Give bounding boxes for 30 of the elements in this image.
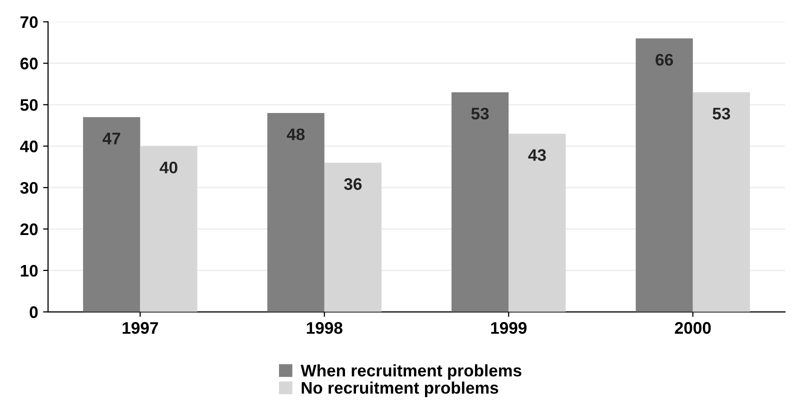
y-tick-label: 0 <box>30 306 38 318</box>
x-tick-label: 1998 <box>306 322 342 334</box>
data-label: 53 <box>712 108 730 120</box>
data-label: 43 <box>528 149 546 161</box>
bar <box>267 112 324 312</box>
x-tick-label: 1997 <box>122 322 158 334</box>
bar <box>636 38 693 312</box>
y-tick-label: 60 <box>20 58 38 70</box>
bar <box>508 134 566 312</box>
data-label: 40 <box>160 162 178 174</box>
bar <box>692 92 750 312</box>
y-tick-label: 40 <box>20 140 38 152</box>
data-label: 36 <box>344 178 362 190</box>
bar <box>140 146 198 312</box>
x-tick-label: 2000 <box>674 322 711 334</box>
y-tick-label: 10 <box>20 264 38 277</box>
bar <box>452 92 509 312</box>
bar <box>83 117 140 312</box>
legend-label: No recruitment problems <box>302 382 498 398</box>
y-tick-label: 70 <box>20 16 38 28</box>
data-label: 48 <box>286 128 305 140</box>
data-label: 66 <box>656 54 673 66</box>
legend-label: When recruitment problems <box>300 364 522 380</box>
data-label: 53 <box>471 108 489 120</box>
x-tick-label: 1999 <box>491 322 527 334</box>
y-tick-label: 50 <box>20 99 38 111</box>
bar <box>324 162 382 312</box>
y-tick-label: 30 <box>20 182 38 194</box>
data-label: 47 <box>102 132 120 144</box>
y-tick-label: 20 <box>20 223 38 236</box>
